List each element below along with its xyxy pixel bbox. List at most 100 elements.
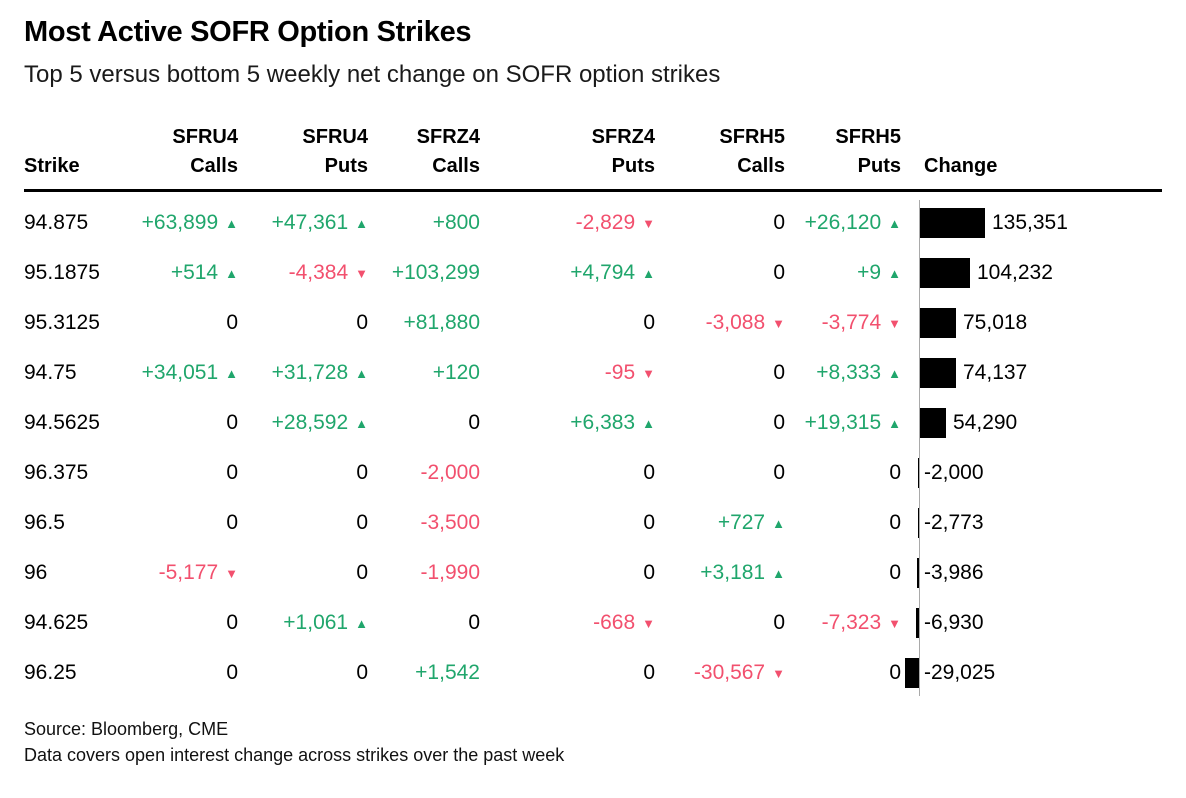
value-cell: 0 (655, 261, 785, 285)
table-header: Strike SFRU4 Calls SFRU4 Puts SFRZ4 Call… (0, 123, 1186, 189)
value-cell: +800 (368, 211, 480, 235)
column-header-top: SFRU4 (302, 126, 368, 148)
change-cell: 104,232 (919, 258, 1162, 288)
strike-cell: 94.5625 (24, 411, 100, 434)
column-header-bottom: Puts (857, 155, 901, 177)
value-cell: -2,000 (368, 461, 480, 485)
up-arrow-icon: ▲ (888, 415, 901, 431)
column-header-sfrz4-puts: SFRZ4 Puts (480, 123, 655, 181)
value-cell: 0 (238, 461, 368, 485)
value-cell: +6,383 ▲ (480, 411, 655, 435)
value-cell: 0 (238, 661, 368, 685)
down-arrow-icon: ▼ (642, 215, 655, 231)
strike-cell: 96 (24, 561, 48, 584)
net-change-value: +31,728 (271, 361, 349, 384)
up-arrow-icon: ▲ (772, 565, 785, 581)
strike-cell: 94.875 (24, 211, 89, 234)
value-cell: -30,567 ▼ (655, 661, 785, 685)
up-arrow-icon: ▲ (225, 365, 238, 381)
change-total-label: 75,018 (963, 311, 1028, 334)
change-bar (920, 208, 985, 238)
value-cell: 0 (480, 511, 655, 535)
net-change-value: 0 (889, 561, 901, 584)
strike-cell: 96.375 (24, 461, 89, 484)
strike-cell: 94.75 (24, 361, 77, 384)
value-cell: 0 (655, 461, 785, 485)
value-cell: +26,120 ▲ (785, 211, 919, 235)
value-cell: 0 (368, 611, 480, 635)
net-change-value: 0 (773, 461, 785, 484)
value-cell: +103,299 (368, 261, 480, 285)
change-total-label: 135,351 (992, 211, 1068, 234)
change-axis-baseline (919, 200, 920, 696)
table-row: 96.5 0 0 -3,500 0 +727 ▲ 0 -2,773 (0, 498, 1186, 548)
value-cell: 0 (238, 511, 368, 535)
net-change-value: 0 (226, 311, 238, 334)
column-header-sfrh5-puts: SFRH5 Puts (785, 123, 919, 181)
net-change-value: 0 (356, 311, 368, 334)
table-row: 95.3125 0 0 +81,880 0 -3,088 ▼ -3,774 ▼ 75,018 (0, 298, 1186, 348)
up-arrow-icon: ▲ (355, 415, 368, 431)
column-header-top: SFRU4 (172, 126, 238, 148)
column-header-change: Change (919, 123, 1162, 181)
value-cell: -7,323 ▼ (785, 611, 919, 635)
value-cell: 0 (124, 611, 238, 635)
value-cell: +28,592 ▲ (238, 411, 368, 435)
column-header-sfrz4-calls: SFRZ4 Calls (368, 123, 480, 181)
change-cell: 74,137 (919, 358, 1162, 388)
change-total-label: -2,000 (924, 461, 984, 484)
net-change-value: 0 (643, 461, 655, 484)
net-change-value: +4,794 (570, 261, 636, 284)
net-change-value: 0 (226, 511, 238, 534)
column-header-top: SFRH5 (835, 126, 901, 148)
net-change-value: +8,333 (816, 361, 882, 384)
value-cell: -3,500 (368, 511, 480, 535)
value-cell: 0 (238, 561, 368, 585)
down-arrow-icon: ▼ (772, 665, 785, 681)
value-cell: 0 (124, 511, 238, 535)
footer: Source: Bloomberg, CME Data covers open … (0, 698, 1186, 768)
value-cell: 0 (124, 461, 238, 485)
change-cell: -29,025 (905, 658, 1162, 688)
down-arrow-icon: ▼ (225, 565, 238, 581)
net-change-value: -5,177 (158, 561, 219, 584)
strike-cell: 95.1875 (24, 261, 100, 284)
net-change-value: +19,315 (804, 411, 882, 434)
value-cell: 0 (124, 311, 238, 335)
up-arrow-icon: ▲ (888, 215, 901, 231)
net-change-value: 0 (773, 361, 785, 384)
strike-cell: 95.3125 (24, 311, 100, 334)
net-change-value: 0 (643, 311, 655, 334)
value-cell: +1,061 ▲ (238, 611, 368, 635)
value-cell: 0 (480, 661, 655, 685)
table-row: 94.875 +63,899 ▲ +47,361 ▲ +800 -2,829 ▼ 0 +26,12… (0, 198, 1186, 248)
change-total-label: -6,930 (924, 611, 984, 634)
net-change-value: +3,181 (700, 561, 766, 584)
value-cell: +9 ▲ (785, 261, 919, 285)
value-cell: 0 (655, 211, 785, 235)
net-change-value: -4,384 (288, 261, 349, 284)
table-row: 96.25 0 0 +1,542 0 -30,567 ▼ 0 -29,025 (0, 648, 1186, 698)
change-total-label: -2,773 (924, 511, 984, 534)
strike-cell: 96.25 (24, 661, 77, 684)
change-cell: 135,351 (919, 208, 1162, 238)
net-change-value: -7,323 (821, 611, 882, 634)
change-cell: -3,986 (917, 558, 1162, 588)
net-change-value: -30,567 (693, 661, 766, 684)
net-change-value: 0 (226, 461, 238, 484)
value-cell: +514 ▲ (124, 261, 238, 285)
value-cell: 0 (238, 311, 368, 335)
value-cell: +31,728 ▲ (238, 361, 368, 385)
change-cell: -2,000 (918, 458, 1162, 488)
value-cell: 0 (480, 461, 655, 485)
up-arrow-icon: ▲ (355, 615, 368, 631)
value-cell: -5,177 ▼ (124, 561, 238, 585)
net-change-value: 0 (226, 661, 238, 684)
down-arrow-icon: ▼ (642, 615, 655, 631)
value-cell: 0 (785, 511, 919, 535)
value-cell: 0 (480, 561, 655, 585)
net-change-value: -668 (593, 611, 636, 634)
up-arrow-icon: ▲ (642, 265, 655, 281)
column-header-bottom: Calls (737, 155, 785, 177)
